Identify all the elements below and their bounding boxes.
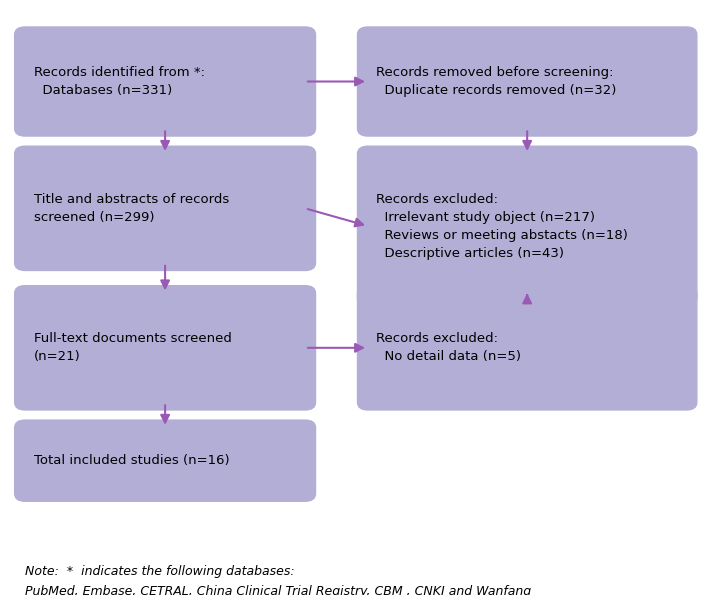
FancyBboxPatch shape <box>15 146 316 271</box>
Text: PubMed, Embase, CETRAL, China Clinical Trial Registry, CBM , CNKI and Wanfang: PubMed, Embase, CETRAL, China Clinical T… <box>25 585 531 595</box>
FancyBboxPatch shape <box>358 146 697 306</box>
Text: Total included studies (n=16): Total included studies (n=16) <box>33 454 229 467</box>
FancyBboxPatch shape <box>15 420 316 501</box>
Text: Note:  *  indicates the following databases:: Note: * indicates the following database… <box>25 565 295 578</box>
Text: Records excluded:
  Irrelevant study object (n=217)
  Reviews or meeting abstact: Records excluded: Irrelevant study objec… <box>377 193 628 259</box>
FancyBboxPatch shape <box>358 286 697 410</box>
FancyBboxPatch shape <box>15 27 316 136</box>
FancyBboxPatch shape <box>358 27 697 136</box>
Text: Records identified from *:
  Databases (n=331): Records identified from *: Databases (n=… <box>33 66 205 97</box>
Text: Title and abstracts of records
screened (n=299): Title and abstracts of records screened … <box>33 193 229 224</box>
FancyBboxPatch shape <box>15 286 316 410</box>
Text: Records removed before screening:
  Duplicate records removed (n=32): Records removed before screening: Duplic… <box>377 66 617 97</box>
Text: Full-text documents screened
(n=21): Full-text documents screened (n=21) <box>33 333 232 364</box>
Text: Records excluded:
  No detail data (n=5): Records excluded: No detail data (n=5) <box>377 333 521 364</box>
